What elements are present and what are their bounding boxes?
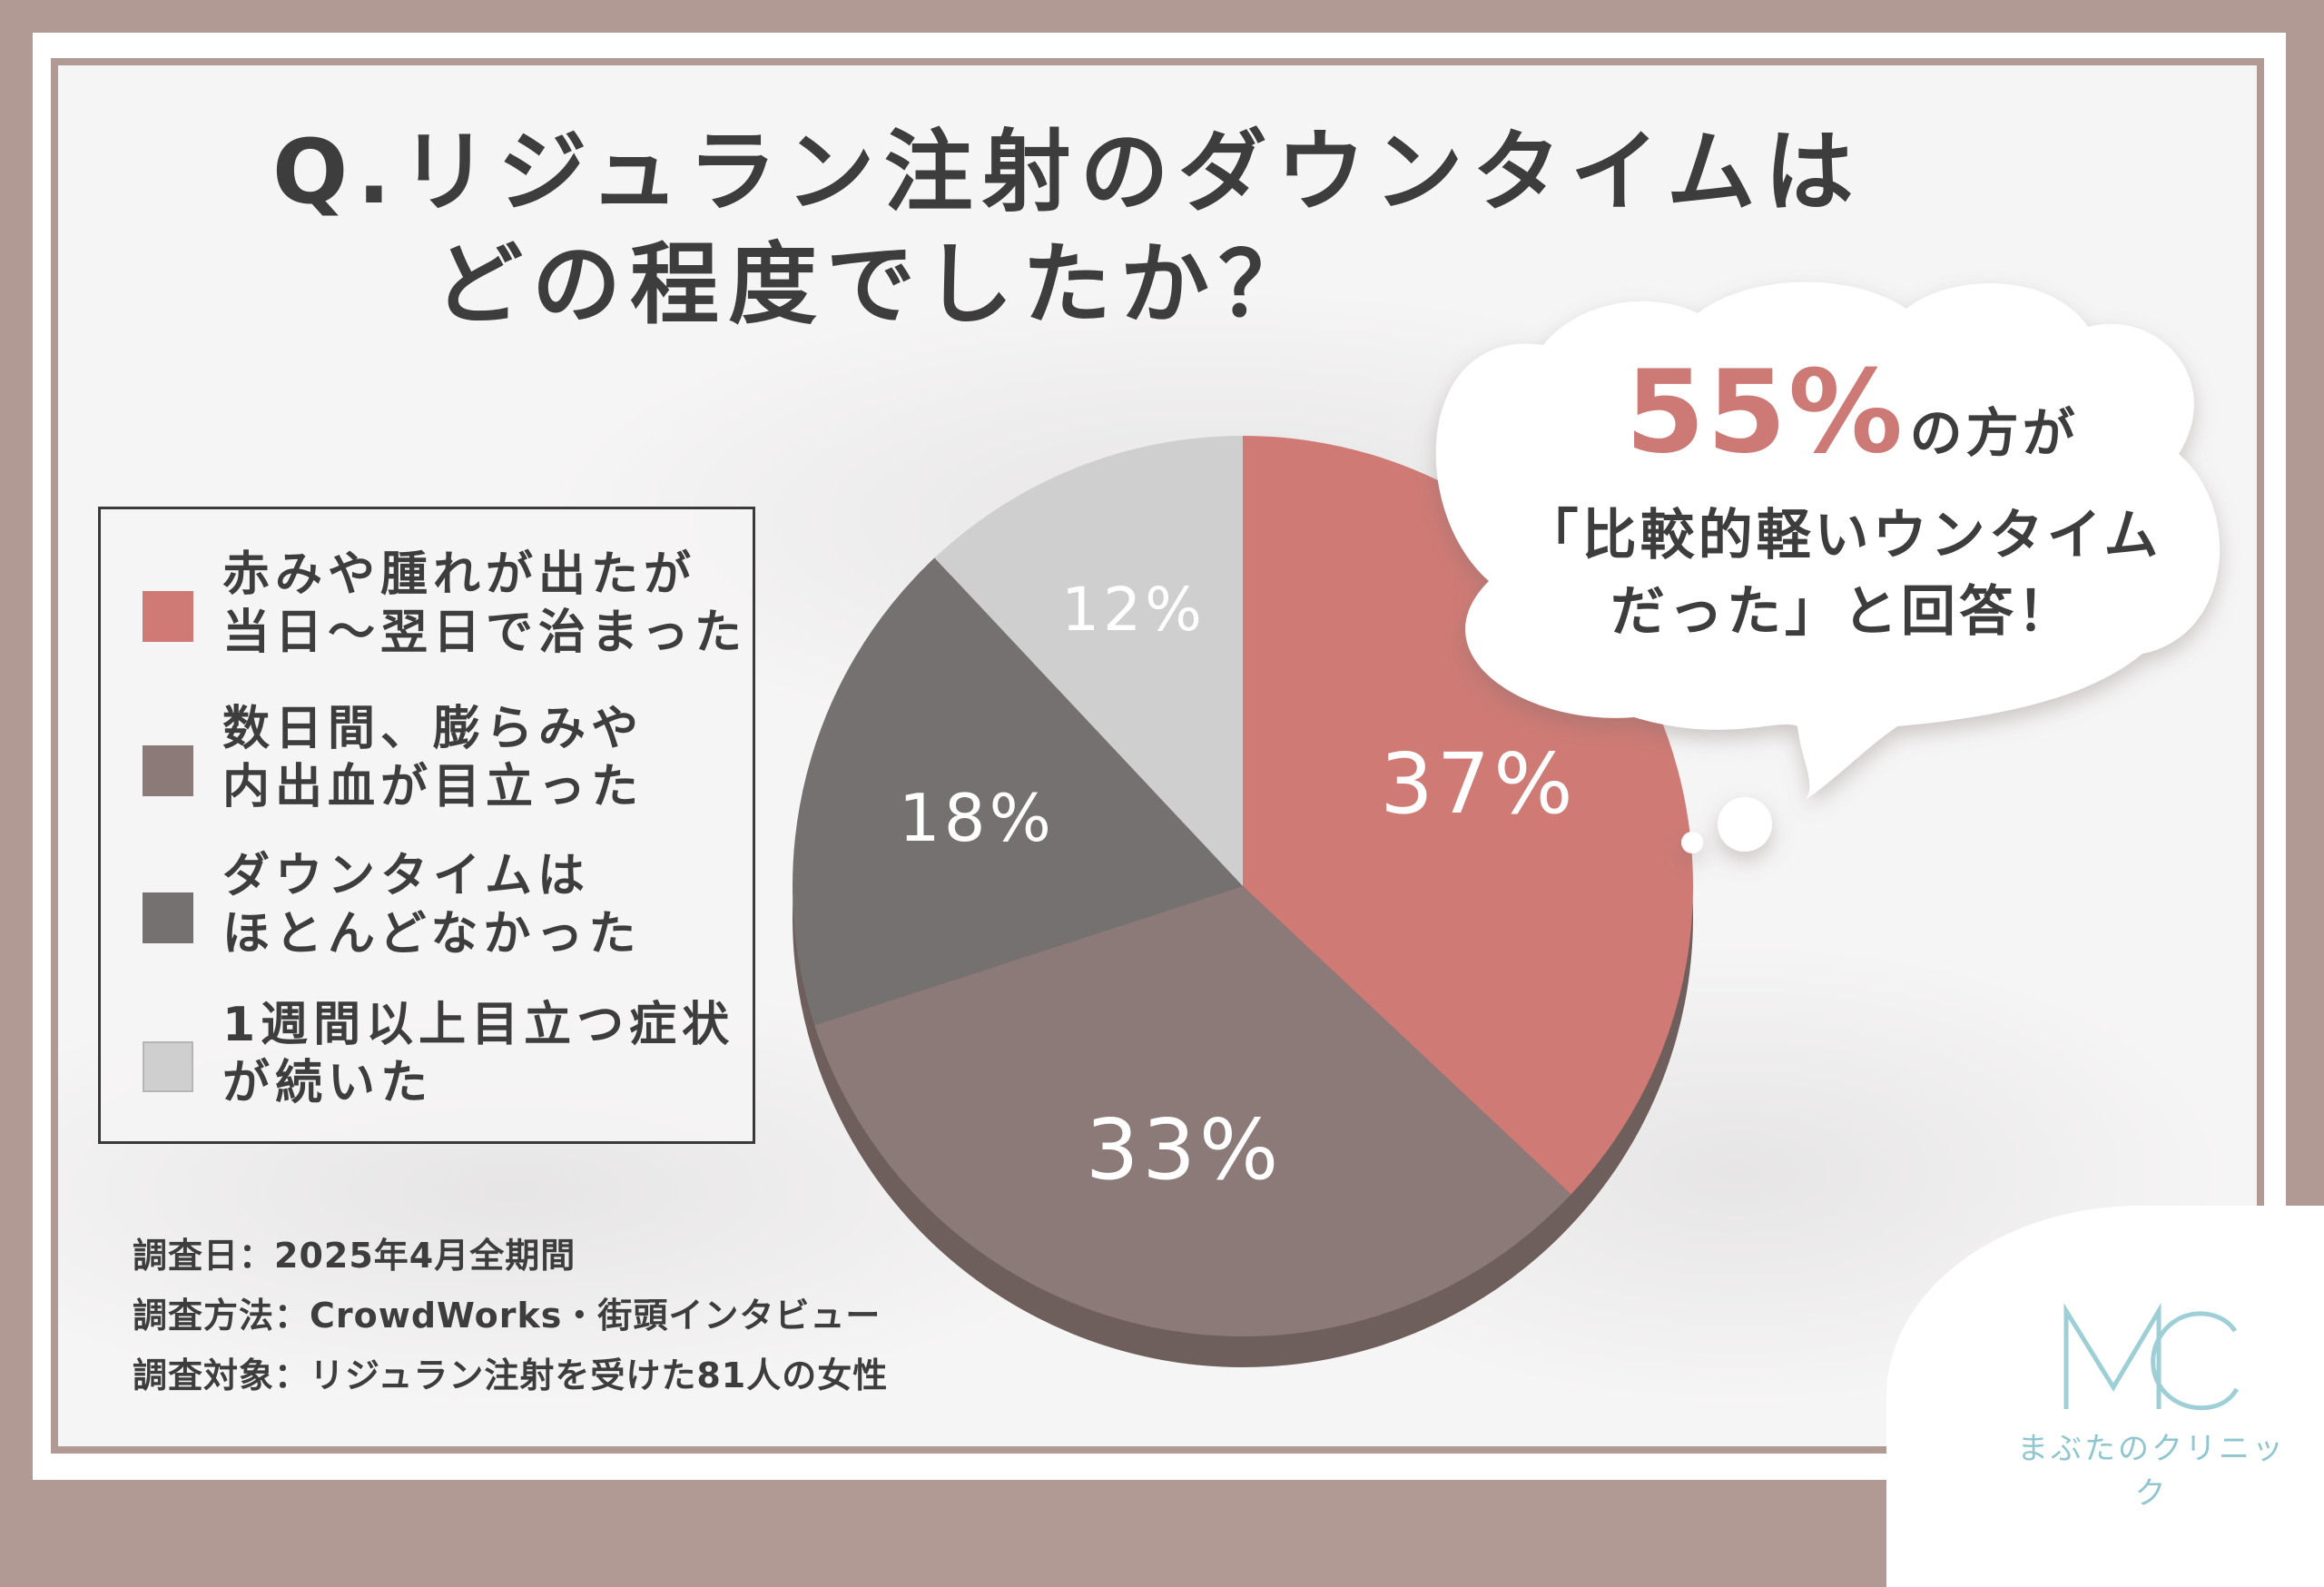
- pie-slice: [934, 436, 1243, 886]
- legend-label-line: 数日間、膨らみや: [222, 702, 645, 756]
- chart-legend: 赤みや腫れが出たが 当日〜翌日で治まった 数日間、膨らみや 内出血が目立った ダ…: [98, 507, 755, 1144]
- survey-target: 調査対象：リジュラン注射を受けた81人の女性: [133, 1355, 889, 1395]
- legend-label-line: が続いた: [222, 1056, 434, 1110]
- clinic-logo-icon: [2063, 1302, 2239, 1411]
- legend-label-line: 1週間以上目立つ症状: [222, 998, 735, 1052]
- legend-label: ダウンタイムは ほとんどなかった: [222, 847, 749, 963]
- legend-swatch: [143, 591, 193, 642]
- survey-date: 調査日：2025年4月全期間: [133, 1236, 576, 1276]
- legend-label-line: ダウンタイムは: [222, 849, 590, 903]
- pie-slice: [792, 557, 1243, 1026]
- chart-title: Q.リジュラン注射のダウンタイムは どの程度でしたか？: [272, 116, 1863, 341]
- legend-label: 数日間、膨らみや 内出血が目立った: [222, 700, 749, 816]
- legend-label-line: 内出血が目立った: [222, 760, 645, 814]
- legend-swatch: [143, 1041, 193, 1092]
- title-line-1: Q.リジュラン注射のダウンタイムは: [272, 121, 1863, 224]
- survey-notes: 調査日：2025年4月全期間 調査方法：CrowdWorks・街頭インタビュー …: [133, 1226, 888, 1405]
- speech-bubble-shape: [1435, 281, 2221, 853]
- callout-line: だった」と回答！: [1610, 580, 2075, 644]
- pie-data-label: 33%: [1086, 1101, 1282, 1198]
- callout-line: 「比較的軽いウンタイム: [1523, 504, 2162, 567]
- legend-label: 1週間以上目立つ症状 が続いた: [222, 996, 749, 1112]
- legend-label-line: 当日〜翌日で治まった: [222, 606, 747, 660]
- callout-body: 「比較的軽いウンタイム だった」と回答！: [1489, 498, 2197, 650]
- title-line-2: どの程度でしたか？: [434, 233, 1317, 337]
- survey-method: 調査方法：CrowdWorks・街頭インタビュー: [133, 1296, 881, 1336]
- speech-bubble: [1435, 281, 2221, 853]
- callout-headline: 55% の方が: [1534, 345, 2170, 478]
- pie-data-label: 37%: [1380, 735, 1576, 833]
- callout-percent: 55%: [1625, 345, 1905, 478]
- pie-data-label: 12%: [1061, 575, 1206, 645]
- pie-slice: [814, 886, 1571, 1337]
- legend-swatch: [143, 892, 193, 943]
- legend-swatch: [143, 745, 193, 796]
- legend-label: 赤みや腫れが出たが 当日〜翌日で治まった: [222, 546, 749, 662]
- legend-label-line: ほとんどなかった: [222, 907, 642, 961]
- pie-labels: 37% 33% 18% 12%: [899, 575, 1576, 1198]
- legend-label-line: 赤みや腫れが出たが: [222, 547, 697, 602]
- pie-data-label: 18%: [899, 780, 1055, 856]
- callout-suffix: の方が: [1909, 402, 2079, 464]
- clinic-name: まぶたのクリニック: [2017, 1431, 2286, 1512]
